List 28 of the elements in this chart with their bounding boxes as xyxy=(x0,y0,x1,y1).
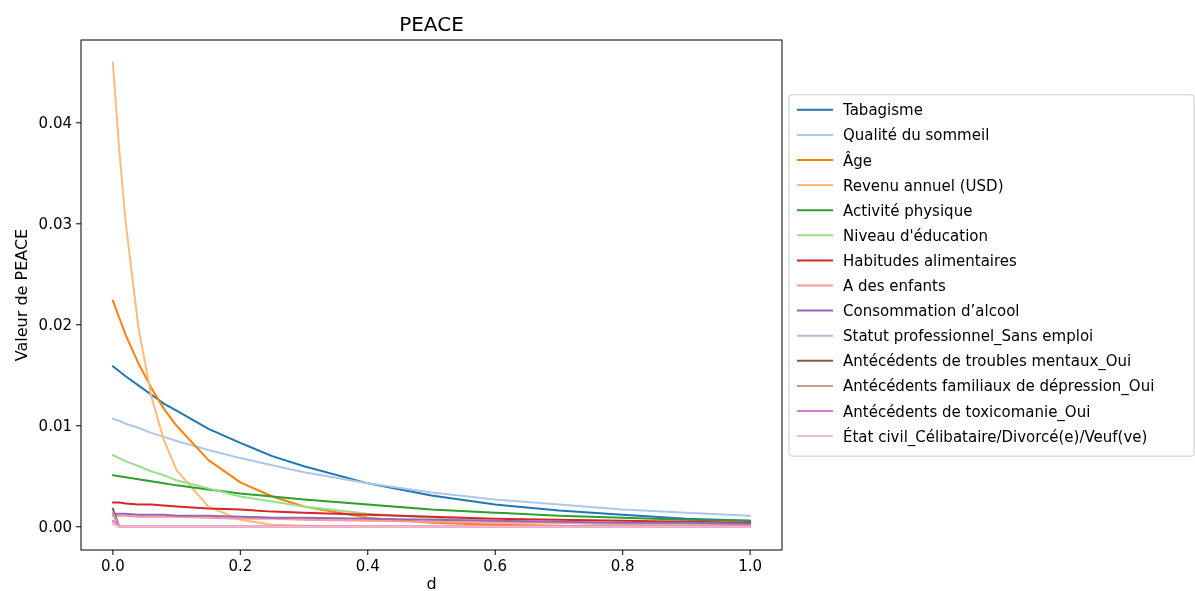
legend-label: A des enfants xyxy=(843,277,946,295)
y-tick-label: 0.02 xyxy=(38,315,72,334)
y-tick-label: 0.00 xyxy=(38,517,72,536)
legend-label: Âge xyxy=(843,150,873,170)
x-tick-label: 0.0 xyxy=(100,557,125,575)
y-tick-label: 0.03 xyxy=(38,214,72,233)
y-axis-title: Valeur de PEACE xyxy=(12,228,31,362)
legend-label: État civil_Célibataire/Divorcé(e)/Veuf(ve) xyxy=(843,426,1148,447)
legend-label: Tabagisme xyxy=(842,101,923,120)
x-tick-label: 0.6 xyxy=(483,557,508,575)
legend-label: Antécédents familiaux de dépression_Oui xyxy=(843,377,1155,397)
x-tick-label: 0.2 xyxy=(228,557,253,575)
legend-label: Niveau d'éducation xyxy=(843,226,989,245)
legend-label: Revenu annuel (USD) xyxy=(843,176,1004,195)
x-tick-label: 0.8 xyxy=(610,557,635,575)
legend-label: Statut professionnel_Sans emploi xyxy=(843,327,1094,347)
legend-label: Qualité du sommeil xyxy=(843,126,990,145)
x-axis-title: d xyxy=(426,574,437,591)
legend-label: Consommation d’alcool xyxy=(843,302,1020,321)
legend-label: Activité physique xyxy=(843,201,973,220)
x-tick-label: 1.0 xyxy=(738,557,763,575)
legend-label: Antécédents de toxicomanie_Oui xyxy=(843,402,1091,422)
legend-label: Antécédents de troubles mentaux_Oui xyxy=(843,352,1132,372)
chart-title: PEACE xyxy=(399,12,464,36)
y-tick-label: 0.01 xyxy=(38,416,72,435)
y-tick-label: 0.04 xyxy=(38,113,72,132)
x-tick-label: 0.4 xyxy=(355,557,380,575)
legend-label: Habitudes alimentaires xyxy=(843,251,1018,270)
